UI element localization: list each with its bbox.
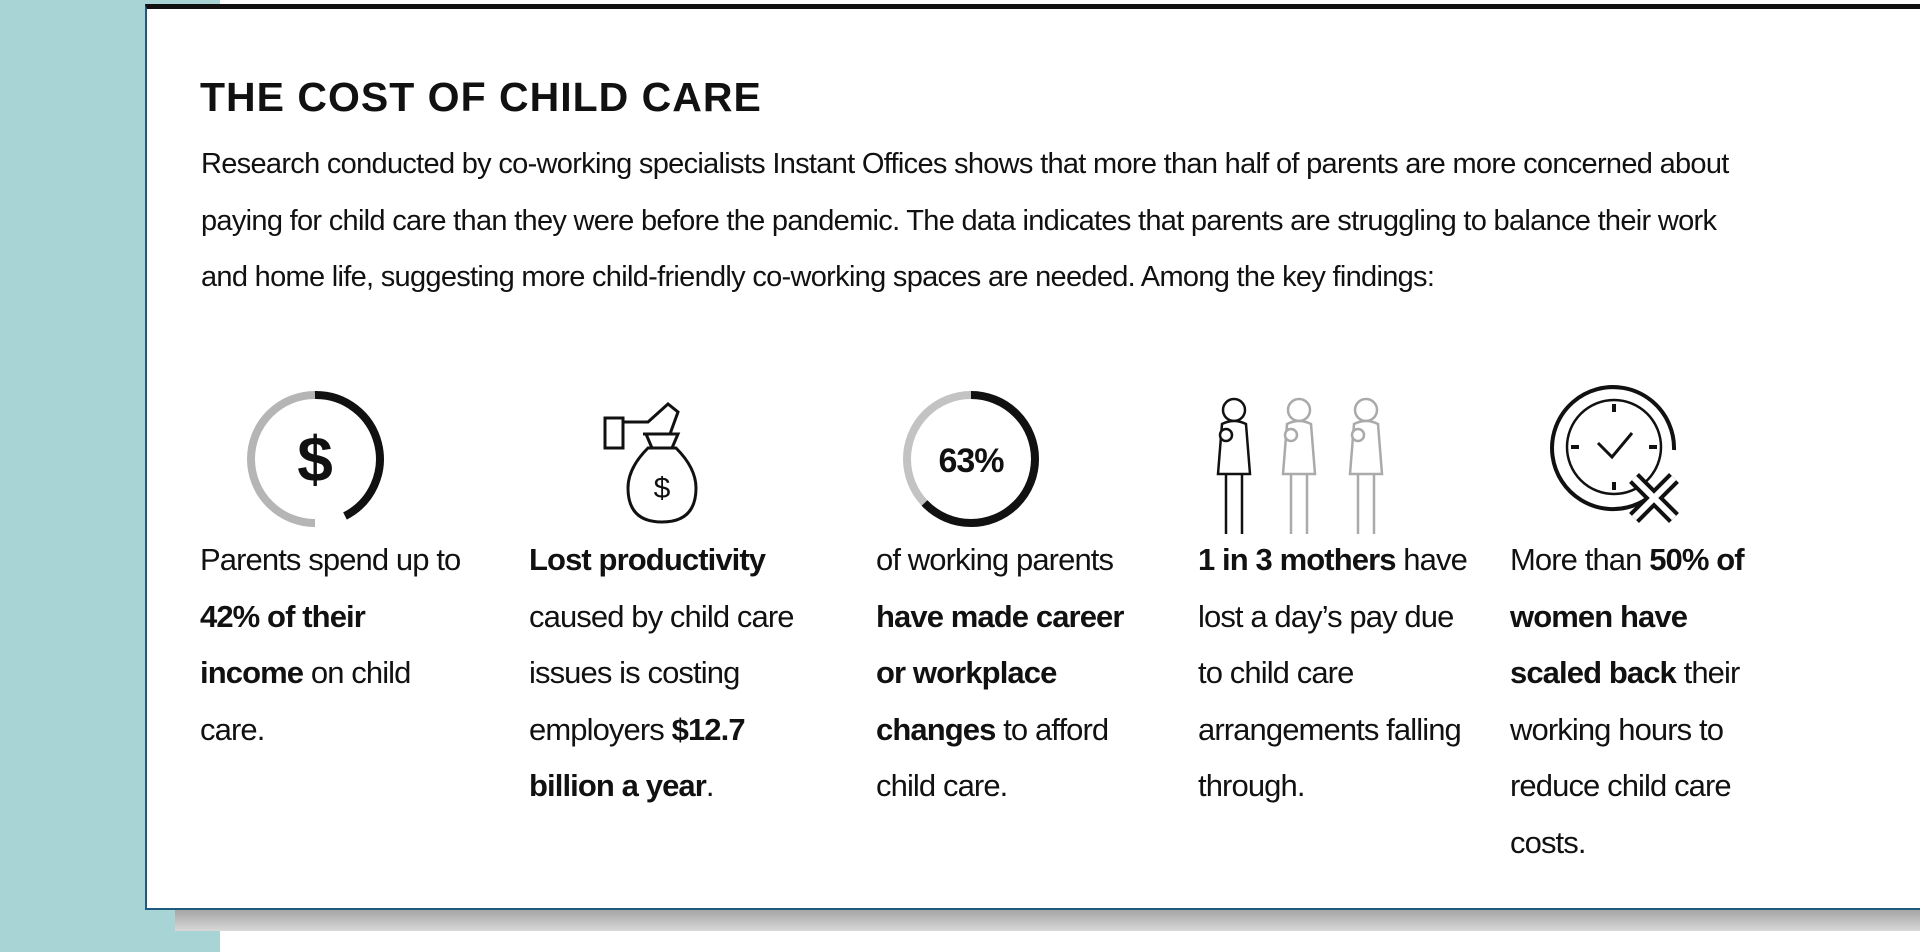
finding-highlight: have made career or workplace changes — [876, 598, 1124, 747]
mothers-icon — [1216, 397, 1384, 534]
finding-text: More than — [1510, 542, 1650, 577]
finding-highlight: 1 in 3 mothers — [1198, 542, 1396, 577]
intro: Research conducted by co-working special… — [201, 148, 1729, 293]
finding: of working parents have made career or w… — [876, 532, 1146, 815]
finding-highlight: Lost productivity — [529, 542, 766, 577]
clock-icon — [1550, 385, 1679, 523]
finding-text: Parents spend up to — [200, 542, 461, 577]
finding: More than 50% of women have scaled back … — [1510, 532, 1780, 871]
finding-highlight: 42% of their income — [200, 598, 366, 691]
finding-text: to afford child care. — [876, 711, 1109, 804]
finding-text: on child care. — [200, 655, 411, 747]
icon-label: 63% — [938, 442, 1004, 480]
finding: Lost productivity caused by child care i… — [529, 532, 799, 815]
title: THE COST OF CHILD CARE — [200, 74, 762, 120]
finding-highlight: $12.7 billion a year — [529, 711, 746, 804]
icon-label: $ — [654, 472, 671, 505]
icon-label: $ — [297, 423, 333, 495]
finding-text: their working hours to reduce child care… — [1510, 655, 1740, 860]
finding: 1 in 3 mothers have lost a day’s pay due… — [1198, 532, 1468, 815]
finding-text: of working parents — [876, 542, 1114, 577]
finding: Parents spend up to 42% of their income … — [200, 532, 470, 758]
finding-highlight: 50% of women have scaled back — [1510, 542, 1745, 690]
percent-donut-icon: 63% — [903, 391, 1039, 527]
finding-text: caused by child care issues is costing e… — [529, 598, 795, 747]
finding-text: . — [705, 768, 715, 803]
dollar-donut-icon: $ — [247, 390, 384, 527]
money-bag-icon: $ — [603, 402, 698, 524]
finding-text: have lost a day’s pay due to child care … — [1198, 542, 1468, 803]
